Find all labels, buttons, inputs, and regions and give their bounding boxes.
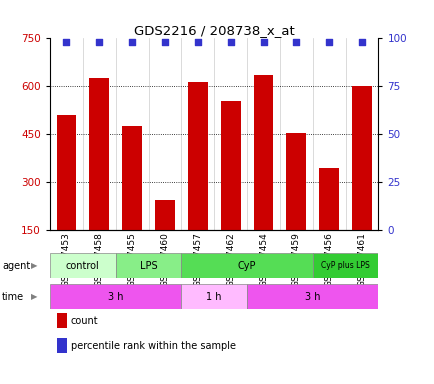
Bar [181, 253, 312, 278]
Text: time: time [2, 291, 24, 302]
Bar [122, 126, 141, 230]
Text: ▶: ▶ [30, 292, 37, 301]
Title: GDS2216 / 208738_x_at: GDS2216 / 208738_x_at [134, 24, 294, 37]
Bar [187, 81, 207, 230]
Text: 1 h: 1 h [206, 291, 221, 302]
Text: agent: agent [2, 261, 30, 271]
Text: ▶: ▶ [30, 262, 37, 270]
Point [95, 39, 102, 45]
Text: CyP: CyP [237, 261, 256, 271]
Text: 3 h: 3 h [304, 291, 320, 302]
Bar [286, 133, 306, 230]
Bar [319, 168, 338, 230]
Bar [312, 253, 378, 278]
Text: 3 h: 3 h [108, 291, 123, 302]
Bar [50, 253, 115, 278]
Text: count: count [71, 316, 99, 326]
Point [292, 39, 299, 45]
Bar [89, 78, 109, 230]
Bar [352, 86, 371, 230]
Bar [220, 101, 240, 230]
Text: LPS: LPS [139, 261, 157, 271]
Point [227, 39, 233, 45]
Point [194, 39, 201, 45]
Bar [247, 284, 378, 309]
Bar [155, 200, 174, 230]
Point [325, 39, 332, 45]
Text: percentile rank within the sample: percentile rank within the sample [71, 341, 235, 351]
Point [63, 39, 70, 45]
Bar [115, 253, 181, 278]
Bar [50, 284, 181, 309]
Point [161, 39, 168, 45]
Point [128, 39, 135, 45]
Bar [253, 75, 273, 230]
Text: CyP plus LPS: CyP plus LPS [320, 262, 369, 270]
Bar [56, 115, 76, 230]
Text: control: control [66, 261, 99, 271]
Point [260, 39, 266, 45]
Bar [181, 284, 247, 309]
Point [358, 39, 365, 45]
